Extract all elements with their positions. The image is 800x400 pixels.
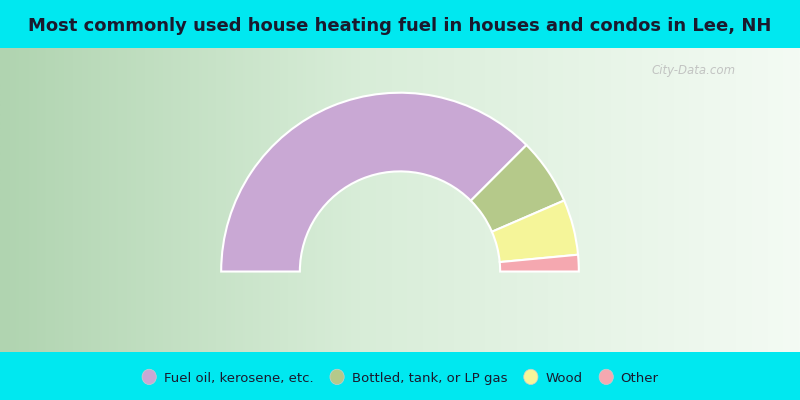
Text: City-Data.com: City-Data.com — [652, 64, 736, 77]
Text: Most commonly used house heating fuel in houses and condos in Lee, NH: Most commonly used house heating fuel in… — [28, 17, 772, 35]
Wedge shape — [500, 255, 579, 272]
Wedge shape — [471, 145, 564, 232]
Wedge shape — [221, 93, 526, 272]
Wedge shape — [492, 200, 578, 262]
Legend: Fuel oil, kerosene, etc., Bottled, tank, or LP gas, Wood, Other: Fuel oil, kerosene, etc., Bottled, tank,… — [136, 367, 664, 390]
